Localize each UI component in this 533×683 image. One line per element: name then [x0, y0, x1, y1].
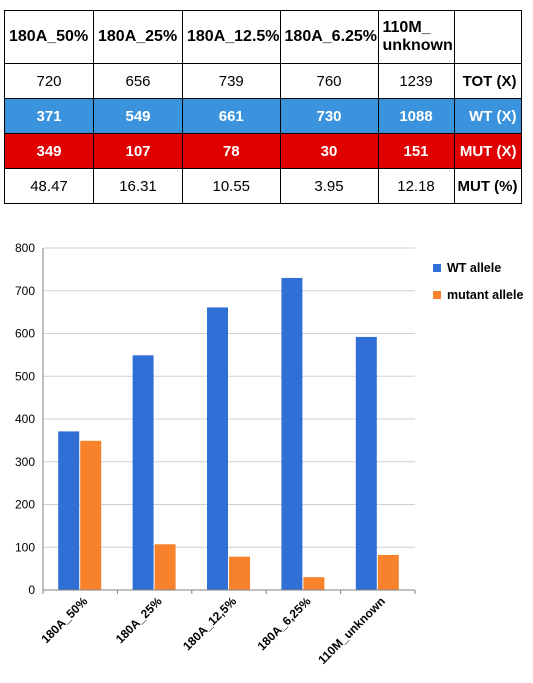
table-row-wt: 371 549 661 730 1088 WT (X) — [4, 98, 522, 134]
chart-gridlines — [43, 247, 415, 548]
y-tick-label: 800 — [15, 241, 35, 255]
chart-axes — [42, 248, 416, 594]
chart-bars — [58, 277, 399, 590]
wt-allele-bar — [207, 307, 228, 590]
table-cell: 48.47 — [4, 168, 94, 204]
legend-label-mutant: mutant allele — [447, 288, 523, 302]
y-tick-label: 200 — [15, 498, 35, 512]
wt-allele-bar — [58, 431, 80, 590]
mutant-allele-bar — [303, 577, 325, 590]
table-cell: 16.31 — [93, 168, 183, 204]
x-category-label: 180A_12,5% — [180, 594, 239, 653]
x-category-label: 110M_unknown — [315, 594, 388, 667]
table-cell: 12.18 — [377, 168, 455, 204]
y-tick-label: 500 — [15, 369, 35, 383]
table-cell: 739 — [182, 63, 281, 99]
header-110m-line1: 110M_ — [382, 19, 431, 36]
mutant-allele-bar — [80, 440, 102, 590]
x-category-label: 180A_25% — [113, 594, 165, 646]
row-label-mut-percent: MUT (%) — [453, 168, 522, 204]
table-cell: 10.55 — [182, 168, 281, 204]
x-category-label: 180A_50% — [38, 594, 90, 646]
y-tick-label: 0 — [28, 583, 35, 597]
wt-allele-bar — [281, 277, 303, 590]
table-header-row: 180A_50% 180A_25% 180A_12.5% 180A_6.25% … — [4, 10, 522, 64]
wt-allele-bar — [132, 355, 154, 590]
mutant-allele-bar — [377, 554, 399, 590]
header-110m-line2: unknown — [382, 37, 453, 54]
table-cell: 720 — [4, 63, 94, 99]
row-label-mut: MUT (X) — [453, 133, 522, 169]
legend-label-wt: WT allele — [447, 261, 501, 275]
legend-swatch-mutant — [433, 291, 441, 299]
table-cell: 661 — [182, 98, 281, 134]
y-tick-label: 100 — [15, 540, 35, 554]
header-empty-cell — [453, 10, 522, 64]
header-180a-25: 180A_25% — [93, 10, 183, 64]
table-cell: 1088 — [377, 98, 455, 134]
table-row-tot: 720 656 739 760 1239 TOT (X) — [4, 63, 522, 99]
y-tick-label: 400 — [15, 412, 35, 426]
chart-y-ticks: 0 100 200 300 400 500 600 700 800 — [15, 241, 35, 597]
table-cell: 1239 — [377, 63, 455, 99]
table-cell: 3.95 — [279, 168, 379, 204]
header-180a-6-25: 180A_6.25% — [279, 10, 379, 64]
table-cell: 30 — [279, 133, 379, 169]
table-cell: 107 — [93, 133, 183, 169]
mutant-allele-bar — [229, 556, 250, 590]
table-cell: 78 — [182, 133, 281, 169]
table-cell: 656 — [93, 63, 183, 99]
table-cell: 349 — [4, 133, 94, 169]
table-cell: 151 — [377, 133, 455, 169]
table-cell: 760 — [279, 63, 379, 99]
y-tick-label: 600 — [15, 327, 35, 341]
row-label-wt: WT (X) — [453, 98, 522, 134]
wt-allele-bar — [355, 336, 377, 590]
table-row-mut: 349 107 78 30 151 MUT (X) — [4, 133, 522, 169]
mutant-allele-bar — [154, 544, 176, 590]
allele-bar-chart: 0 100 200 300 400 500 600 700 800 180A_50% 180A_2… — [0, 236, 533, 683]
y-tick-label: 700 — [15, 284, 35, 298]
allele-count-table: 180A_50% 180A_25% 180A_12.5% 180A_6.25% … — [4, 10, 522, 204]
table-cell: 549 — [93, 98, 183, 134]
legend-swatch-wt — [433, 264, 441, 272]
chart-category-labels: 180A_50% 180A_25% 180A_12,5% 180A_6,25% 110M… — [38, 594, 387, 667]
chart-legend: WT allele mutant allele — [433, 261, 523, 302]
header-180a-6-25-text: 180A_6.25% — [284, 28, 378, 45]
header-180a-12-5: 180A_12.5% — [182, 10, 281, 64]
row-label-tot: TOT (X) — [453, 63, 522, 99]
header-180a-50: 180A_50% — [4, 10, 94, 64]
chart-svg: 0 100 200 300 400 500 600 700 800 180A_50% 180A_2… — [15, 241, 523, 667]
y-tick-label: 300 — [15, 455, 35, 469]
table-cell: 730 — [279, 98, 379, 134]
table-row-mut-percent: 48.47 16.31 10.55 3.95 12.18 MUT (%) — [4, 168, 522, 204]
header-110m-unknown: 110M_ unknown — [377, 10, 455, 64]
table-cell: 371 — [4, 98, 94, 134]
x-category-label: 180A_6,25% — [255, 594, 314, 653]
